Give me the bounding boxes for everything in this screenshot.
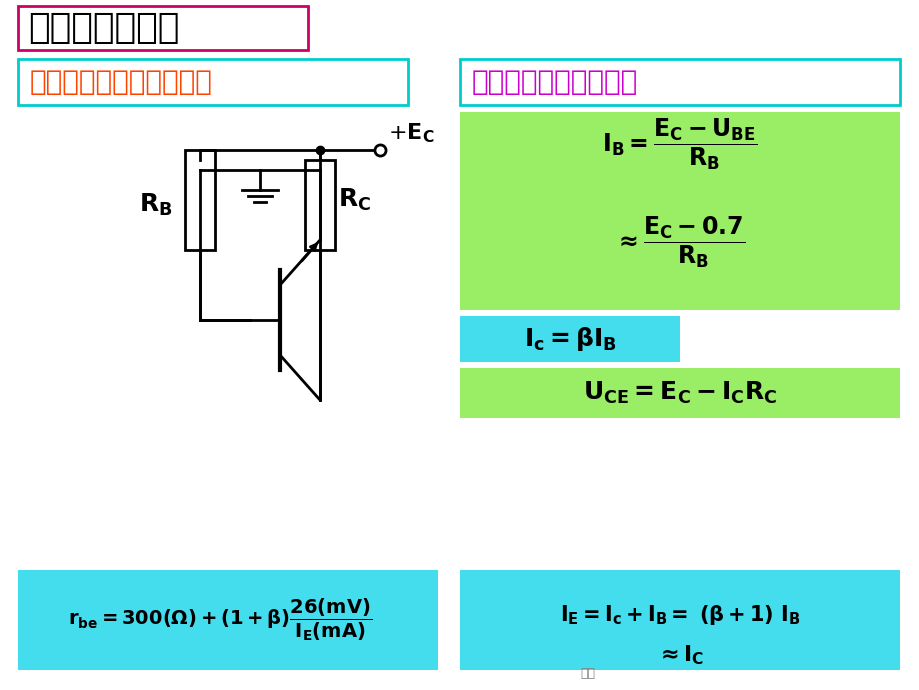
Bar (18, 570, 437, 670)
Bar (18, 59, 407, 105)
Text: $\mathbf{\approx I_C}$: $\mathbf{\approx I_C}$ (655, 643, 703, 667)
Text: 电容开路，画出直流通道: 电容开路，画出直流通道 (30, 68, 212, 96)
Text: $\mathbf{I_c= \beta I_B}$: $\mathbf{I_c= \beta I_B}$ (523, 325, 616, 353)
Bar (460, 112, 899, 310)
Bar (305, 160, 335, 250)
Text: $\mathbf{U_{CE} = E_C - I_C R_C}$: $\mathbf{U_{CE} = E_C - I_C R_C}$ (582, 380, 777, 406)
Bar (460, 368, 899, 418)
Text: $\mathbf{I_E= I_c + I_B = \ (\beta+1)\ I_B}$: $\mathbf{I_E= I_c + I_B = \ (\beta+1)\ I… (560, 603, 800, 627)
Bar (460, 316, 679, 362)
Text: 用估算法求静态工作点: 用估算法求静态工作点 (471, 68, 638, 96)
Bar (18, 6, 308, 50)
Text: $\mathbf{R_B}$: $\mathbf{R_B}$ (139, 192, 173, 218)
Text: $\mathbf{I_B = \dfrac{E_C - U_{BE}}{R_B}}$: $\mathbf{I_B = \dfrac{E_C - U_{BE}}{R_B}… (602, 116, 757, 172)
Text: $+\mathbf{E_C}$: $+\mathbf{E_C}$ (388, 121, 434, 145)
Text: 上次课内容回顾: 上次课内容回顾 (28, 11, 179, 45)
Bar (460, 59, 899, 105)
Text: $\mathbf{r_{be} = 300(\Omega) + (1+\beta)\dfrac{26(mV)}{I_E(mA)}}$: $\mathbf{r_{be} = 300(\Omega) + (1+\beta… (68, 597, 371, 643)
Bar (185, 150, 215, 250)
Text: $\mathbf{R_C}$: $\mathbf{R_C}$ (337, 187, 371, 213)
Text: 技术: 技术 (579, 667, 595, 680)
Text: $\mathbf{\approx \dfrac{E_C - 0.7}{R_B}}$: $\mathbf{\approx \dfrac{E_C - 0.7}{R_B}}… (614, 214, 744, 270)
Bar (460, 570, 899, 670)
